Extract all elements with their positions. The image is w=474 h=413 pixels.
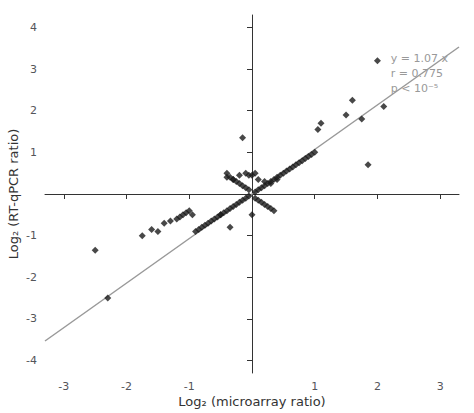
- svg-text:1: 1: [311, 380, 318, 393]
- svg-text:p < 10⁻⁵: p < 10⁻⁵: [391, 82, 438, 95]
- svg-text:Log₂ (microarray ratio): Log₂ (microarray ratio): [178, 394, 325, 409]
- svg-text:-3: -3: [58, 380, 69, 393]
- svg-text:-4: -4: [26, 354, 37, 367]
- svg-text:4: 4: [30, 21, 37, 34]
- svg-text:-1: -1: [184, 380, 195, 393]
- svg-text:Log₂ (RT-qPCR ratio): Log₂ (RT-qPCR ratio): [6, 129, 21, 260]
- svg-text:y = 1.07 x: y = 1.07 x: [391, 52, 449, 65]
- svg-text:3: 3: [30, 63, 37, 76]
- svg-text:-2: -2: [26, 271, 37, 284]
- svg-text:-3: -3: [26, 312, 37, 325]
- svg-text:3: 3: [437, 380, 444, 393]
- svg-text:2: 2: [374, 380, 381, 393]
- svg-text:-2: -2: [121, 380, 132, 393]
- svg-text:1: 1: [30, 146, 37, 159]
- svg-text:r = 0.775: r = 0.775: [390, 66, 443, 80]
- svg-text:-1: -1: [26, 229, 37, 242]
- svg-text:2: 2: [30, 104, 37, 117]
